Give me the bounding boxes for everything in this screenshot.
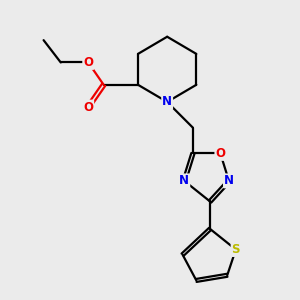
Text: S: S — [232, 243, 240, 256]
Text: O: O — [215, 147, 225, 160]
Text: N: N — [224, 174, 234, 188]
Text: O: O — [83, 100, 93, 114]
Text: N: N — [162, 95, 172, 108]
Text: N: N — [179, 174, 189, 188]
Text: O: O — [83, 56, 93, 69]
